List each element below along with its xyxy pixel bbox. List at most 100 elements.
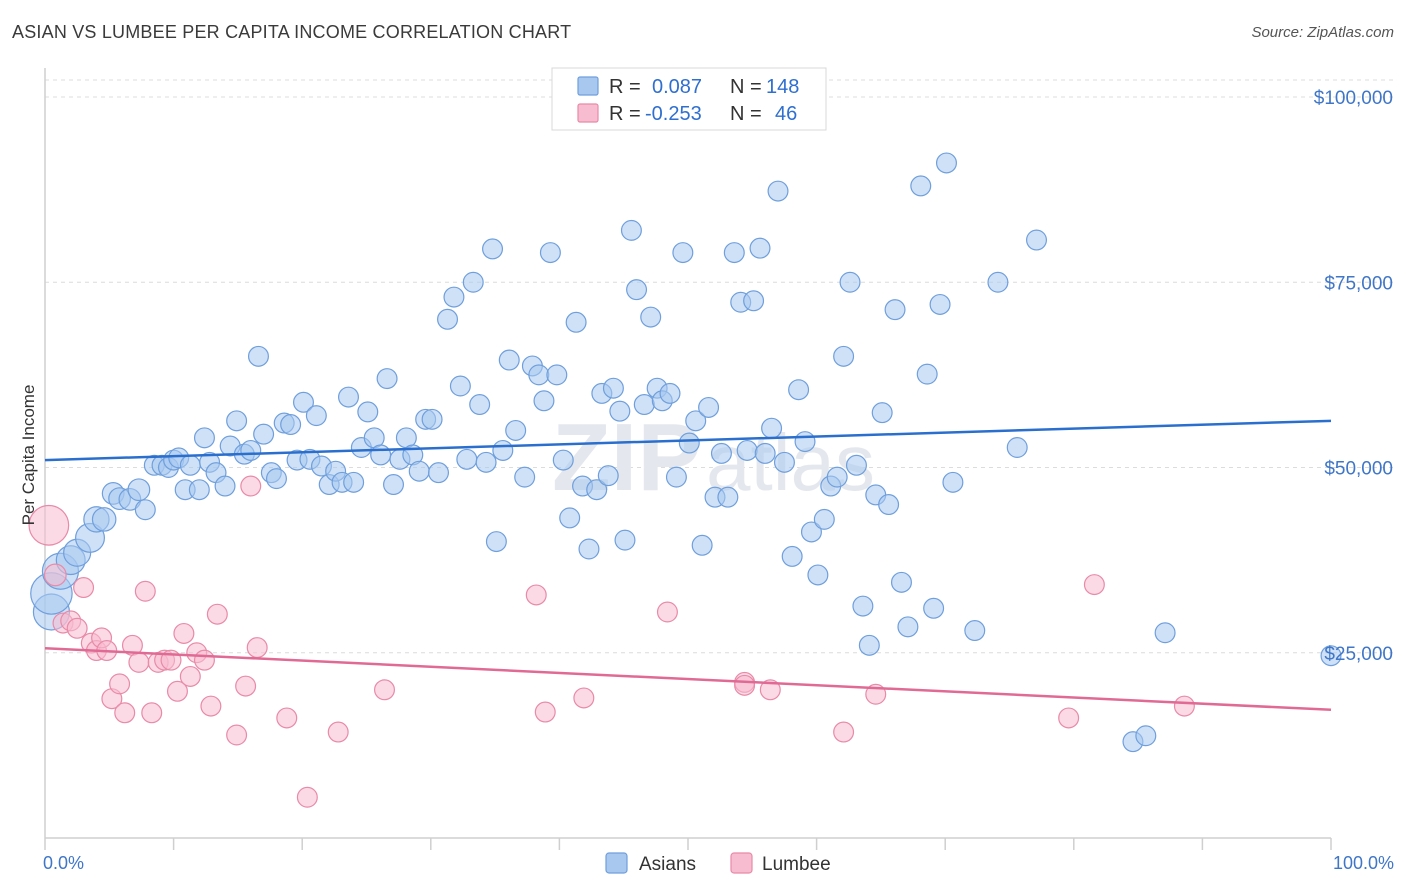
- point-lumbee-14: [128, 651, 150, 673]
- point-asians-7: [91, 507, 117, 532]
- gridlines: [45, 79, 1395, 654]
- point-lumbee-28: [235, 675, 257, 697]
- point-asians-74: [539, 242, 561, 264]
- point-lumbee-41: [759, 679, 781, 701]
- series-lumbee: [28, 475, 1195, 808]
- point-asians-43: [337, 386, 359, 408]
- point-asians-44: [343, 471, 365, 493]
- point-asians-128: [884, 299, 906, 321]
- point-asians-28: [240, 439, 262, 461]
- point-asians-11: [127, 478, 151, 502]
- point-asians-29: [247, 345, 269, 367]
- point-asians-26: [226, 410, 248, 432]
- point-asians-126: [871, 402, 893, 424]
- point-asians-83: [597, 465, 619, 487]
- point-lumbee-24: [193, 649, 215, 671]
- y-tick-label-1: $50,000: [1324, 459, 1393, 480]
- point-asians-137: [964, 620, 986, 642]
- point-lumbee-21: [173, 622, 195, 644]
- point-lumbee-38: [656, 601, 678, 623]
- point-asians-50: [383, 474, 405, 496]
- point-asians-112: [781, 545, 803, 567]
- series-asians: [30, 152, 1342, 753]
- point-lumbee-33: [327, 721, 349, 743]
- point-asians-38: [305, 405, 327, 427]
- point-asians-21: [193, 427, 215, 449]
- stats-legend: R = 0.087 N = 148 R = -0.253 N = 46: [551, 67, 827, 131]
- point-asians-143: [1154, 622, 1176, 644]
- point-asians-138: [987, 271, 1009, 293]
- stats-r-value-lumbee: -0.253: [645, 103, 702, 125]
- point-asians-86: [614, 529, 636, 551]
- point-lumbee-4: [66, 617, 88, 639]
- point-asians-131: [910, 175, 932, 197]
- point-asians-68: [498, 349, 520, 371]
- point-asians-62: [462, 271, 484, 293]
- point-asians-114: [794, 431, 816, 453]
- point-lumbee-42: [833, 721, 855, 743]
- point-asians-19: [179, 454, 201, 476]
- point-asians-108: [754, 442, 776, 464]
- stats-r-value-asians: 0.087: [652, 76, 702, 98]
- point-asians-59: [443, 286, 465, 308]
- point-asians-110: [767, 180, 789, 202]
- x-tick-label-min: 0.0%: [43, 853, 84, 873]
- point-asians-63: [469, 394, 491, 416]
- point-asians-12: [134, 499, 156, 521]
- point-lumbee-37: [573, 687, 595, 709]
- point-asians-87: [620, 219, 642, 241]
- point-asians-144: [1320, 645, 1342, 667]
- point-asians-34: [280, 414, 302, 436]
- point-asians-99: [698, 396, 720, 418]
- point-asians-66: [485, 531, 507, 553]
- point-asians-111: [773, 451, 795, 473]
- point-asians-134: [929, 293, 951, 315]
- point-asians-58: [437, 308, 459, 330]
- point-lumbee-44: [1058, 707, 1080, 729]
- point-asians-127: [878, 494, 900, 516]
- point-lumbee-30: [246, 637, 268, 659]
- point-asians-72: [528, 364, 550, 386]
- point-asians-77: [559, 507, 581, 529]
- point-asians-60: [449, 375, 471, 397]
- point-asians-46: [357, 401, 379, 423]
- point-lumbee-36: [534, 701, 556, 723]
- point-lumbee-20: [166, 680, 188, 702]
- point-asians-48: [370, 444, 392, 466]
- stats-r-label-asians: R =: [609, 76, 641, 98]
- point-asians-56: [421, 408, 443, 430]
- point-lumbee-26: [206, 603, 228, 625]
- stats-n-label-lumbee: N =: [730, 103, 762, 125]
- point-lumbee-40: [734, 674, 756, 696]
- point-asians-89: [633, 394, 655, 416]
- point-lumbee-45: [1083, 574, 1105, 596]
- point-asians-123: [852, 595, 874, 617]
- point-asians-24: [214, 475, 236, 497]
- point-asians-101: [710, 442, 732, 464]
- legend-swatch-asians: [605, 852, 628, 874]
- point-asians-49: [376, 368, 398, 390]
- point-asians-103: [723, 242, 745, 264]
- point-asians-115: [800, 521, 822, 543]
- y-tick-labels: $25,000 $50,000 $75,000 $100,000: [1314, 88, 1393, 665]
- point-asians-113: [788, 379, 810, 401]
- point-asians-88: [626, 279, 648, 301]
- stats-legend-swatch-lumbee: [577, 103, 599, 123]
- stats-n-label-asians: N =: [730, 76, 762, 98]
- point-asians-121: [839, 271, 861, 293]
- point-asians-20: [188, 479, 210, 501]
- point-asians-142: [1135, 725, 1157, 747]
- y-axis-label: Per Capita Income: [19, 385, 38, 526]
- y-tick-label-3: $100,000: [1314, 88, 1393, 109]
- point-lumbee-5: [73, 577, 95, 599]
- point-asians-78: [565, 311, 587, 333]
- point-asians-69: [505, 419, 527, 441]
- trendline-lumbee: [44, 647, 1332, 712]
- point-lumbee-35: [525, 584, 547, 606]
- point-asians-109: [761, 417, 783, 439]
- legend-label-asians: Asians: [639, 854, 696, 875]
- point-asians-122: [845, 454, 867, 476]
- point-asians-135: [935, 152, 957, 174]
- point-asians-81: [586, 479, 608, 501]
- point-lumbee-29: [240, 475, 262, 497]
